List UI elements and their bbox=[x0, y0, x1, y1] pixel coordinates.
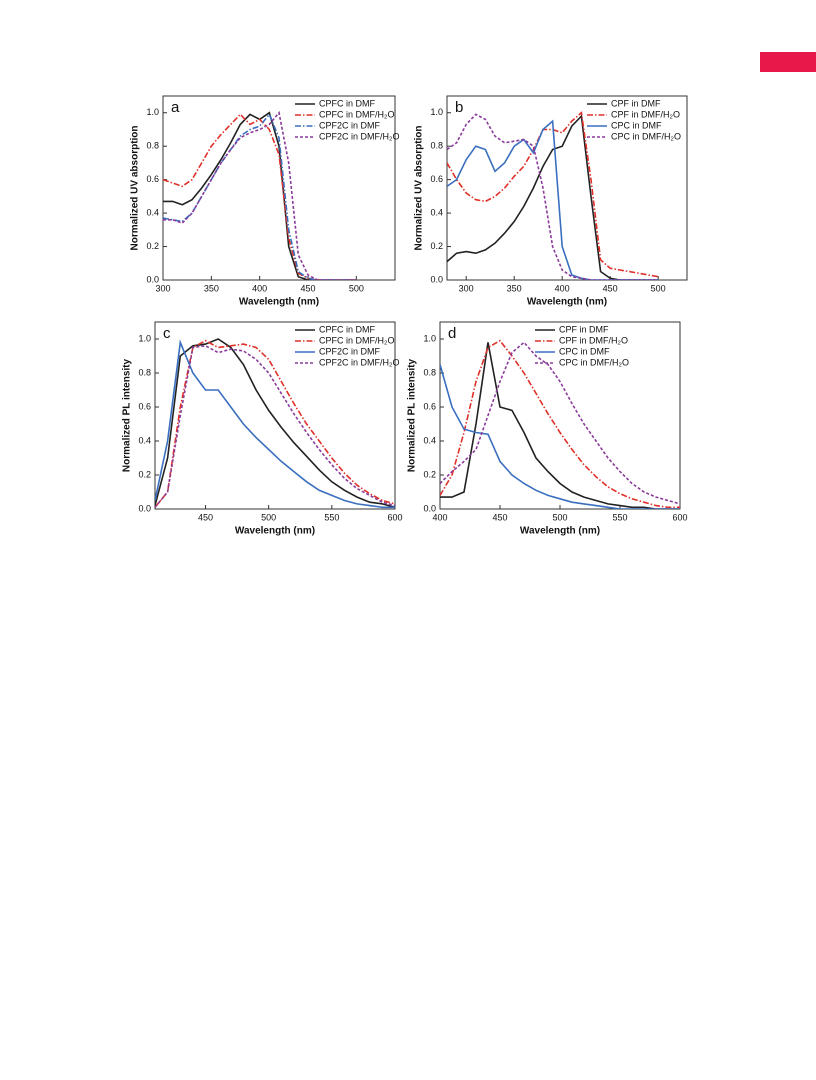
x-tick-label: 500 bbox=[261, 512, 276, 522]
panel: 450 500 550 600 0.0 0.2 0.4 0.6 0.8 1.0 Wavelength… bbox=[122, 321, 403, 537]
series-line bbox=[163, 113, 357, 280]
y-tick-label: 1.0 bbox=[430, 107, 443, 117]
legend-label: CPF in DMF bbox=[559, 324, 609, 334]
legend-label: CPF2C in DMF/H₂O bbox=[319, 131, 400, 141]
x-tick-label: 550 bbox=[612, 512, 627, 522]
series-line bbox=[440, 339, 680, 509]
legend-label: CPFC in DMF/H₂O bbox=[319, 109, 395, 119]
legend-label: CPC in DMF/H₂O bbox=[559, 357, 629, 367]
series-line bbox=[447, 111, 659, 278]
y-tick-label: 0.0 bbox=[430, 274, 443, 284]
y-axis-title: Normalized UV absorption bbox=[130, 125, 141, 250]
x-tick-label: 400 bbox=[555, 283, 570, 293]
x-tick-label: 450 bbox=[492, 512, 507, 522]
y-tick-label: 0.6 bbox=[423, 401, 436, 411]
legend-label: CPC in DMF/H₂O bbox=[611, 131, 681, 141]
x-axis-title: Wavelength (nm) bbox=[527, 297, 607, 308]
y-tick-label: 0.8 bbox=[146, 141, 159, 151]
y-tick-label: 0.0 bbox=[138, 503, 151, 513]
legend-label: CPF in DMF/H₂O bbox=[559, 335, 628, 345]
y-tick-label: 0.2 bbox=[146, 241, 159, 251]
y-tick-label: 0.8 bbox=[423, 367, 436, 377]
corner-tab bbox=[760, 52, 816, 72]
x-axis-title: Wavelength (nm) bbox=[520, 526, 600, 537]
plot-frame bbox=[162, 95, 396, 281]
series-line bbox=[447, 114, 659, 280]
legend-label: CPF2C in DMF/H₂O bbox=[319, 357, 400, 367]
x-axis-title: Wavelength (nm) bbox=[239, 297, 319, 308]
panel: 300 350 400 450 500 0.0 0.2 0.4 0.6 0.8 1.0 Wavelen… bbox=[414, 95, 688, 308]
x-tick-label: 300 bbox=[155, 283, 170, 293]
legend-label: CPFC in DMF bbox=[319, 324, 376, 334]
y-tick-label: 1.0 bbox=[423, 333, 436, 343]
series-line bbox=[155, 339, 395, 509]
series-line bbox=[440, 341, 680, 505]
y-tick-label: 0.4 bbox=[146, 207, 159, 217]
legend-label: CPF2C in DMF bbox=[319, 346, 381, 356]
legend-label: CPF in DMF bbox=[611, 98, 661, 108]
series-line bbox=[440, 364, 680, 509]
series-line bbox=[447, 113, 659, 280]
y-tick-label: 0.8 bbox=[138, 367, 151, 377]
legend-label: CPFC in DMF/H₂O bbox=[319, 335, 395, 345]
x-tick-label: 500 bbox=[552, 512, 567, 522]
y-tick-label: 0.0 bbox=[423, 503, 436, 513]
legend-label: CPFC in DMF bbox=[319, 98, 376, 108]
x-tick-label: 500 bbox=[349, 283, 364, 293]
x-axis-title: Wavelength (nm) bbox=[235, 526, 315, 537]
y-tick-label: 1.0 bbox=[146, 107, 159, 117]
y-axis-title: Normalized UV absorption bbox=[414, 125, 425, 250]
y-tick-label: 0.2 bbox=[138, 469, 151, 479]
y-tick-label: 1.0 bbox=[138, 333, 151, 343]
panel-label: b bbox=[455, 99, 463, 116]
legend-label: CPC in DMF bbox=[559, 346, 610, 356]
legend-label: CPF in DMF/H₂O bbox=[611, 109, 680, 119]
x-tick-label: 600 bbox=[387, 512, 402, 522]
x-tick-label: 500 bbox=[651, 283, 666, 293]
y-axis-title: Normalized PL intensity bbox=[407, 358, 418, 472]
x-tick-label: 550 bbox=[324, 512, 339, 522]
y-tick-label: 0.8 bbox=[430, 141, 443, 151]
x-tick-label: 450 bbox=[603, 283, 618, 293]
y-axis-title: Normalized PL intensity bbox=[122, 358, 133, 472]
x-tick-label: 350 bbox=[507, 283, 522, 293]
y-tick-label: 0.6 bbox=[146, 174, 159, 184]
panel-label: d bbox=[448, 325, 456, 342]
legend-label: CPC in DMF bbox=[611, 120, 662, 130]
series-line bbox=[447, 119, 659, 280]
x-tick-label: 450 bbox=[198, 512, 213, 522]
legend-label: CPF2C in DMF bbox=[319, 120, 381, 130]
plot-frame bbox=[446, 95, 688, 281]
y-tick-label: 0.4 bbox=[423, 435, 436, 445]
panel-label: a bbox=[171, 99, 180, 116]
x-tick-label: 400 bbox=[252, 283, 267, 293]
x-tick-label: 450 bbox=[300, 283, 315, 293]
y-tick-label: 0.4 bbox=[430, 207, 443, 217]
panel: 400 450 500 550 600 0.0 0.2 0.4 0.6 0.8 1.0 Wavelen… bbox=[407, 321, 688, 537]
y-tick-label: 0.6 bbox=[430, 174, 443, 184]
series-line bbox=[155, 344, 395, 508]
y-tick-label: 0.2 bbox=[430, 241, 443, 251]
series-line bbox=[440, 342, 680, 509]
series-line bbox=[155, 339, 395, 508]
series-line bbox=[163, 110, 357, 280]
panel-label: c bbox=[163, 325, 171, 342]
x-tick-label: 400 bbox=[432, 512, 447, 522]
y-tick-label: 0.6 bbox=[138, 401, 151, 411]
plot-frame bbox=[154, 321, 396, 510]
x-tick-label: 350 bbox=[204, 283, 219, 293]
x-tick-label: 300 bbox=[459, 283, 474, 293]
x-tick-label: 600 bbox=[672, 512, 687, 522]
y-tick-label: 0.0 bbox=[146, 274, 159, 284]
panel: 300 350 400 450 500 0.0 0.2 0.4 0.6 0.8 1.0 Wavelen… bbox=[130, 95, 400, 308]
y-tick-label: 0.2 bbox=[423, 469, 436, 479]
y-tick-label: 0.4 bbox=[138, 435, 151, 445]
